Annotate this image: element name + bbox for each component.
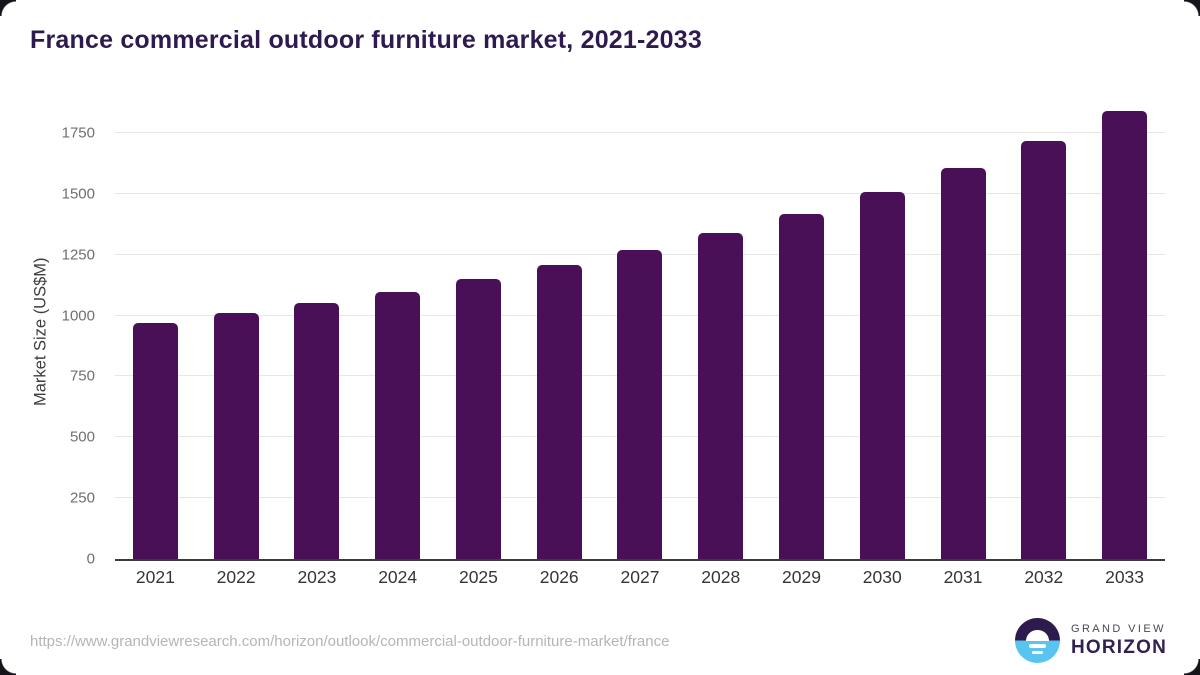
x-tick-label-2024: 2024 xyxy=(378,567,418,587)
bar-2027 xyxy=(617,249,663,559)
bar-slot-2022 xyxy=(196,104,277,559)
bar-2028 xyxy=(698,232,744,559)
bar-slot-2031 xyxy=(923,104,1004,559)
gridline-1500 xyxy=(115,192,1165,194)
x-tick-label-2027: 2027 xyxy=(620,567,660,587)
bar-slot-2026 xyxy=(519,104,600,559)
bar-slot-2021 xyxy=(115,104,196,559)
logo-text: GRAND VIEW HORIZON xyxy=(1070,623,1167,658)
x-tick-label-2025: 2025 xyxy=(458,567,498,587)
rounded-corner-top-left xyxy=(0,0,16,16)
chart-title: France commercial outdoor furniture mark… xyxy=(30,26,702,54)
x-tick-label-2031: 2031 xyxy=(943,567,983,587)
bar-slot-2025 xyxy=(438,104,519,559)
bar-2023 xyxy=(294,303,340,559)
y-tick-label-1500: 1500 xyxy=(61,185,95,203)
y-tick-label-0: 0 xyxy=(86,550,95,568)
y-tick-label-750: 750 xyxy=(69,367,95,385)
bar-2024 xyxy=(375,291,421,559)
bar-2030 xyxy=(859,192,905,559)
bar-2026 xyxy=(536,265,582,559)
bar-slot-2023 xyxy=(277,104,358,559)
bar-2022 xyxy=(213,313,259,559)
bar-2025 xyxy=(455,278,501,559)
x-tick-label-2030: 2030 xyxy=(862,567,902,587)
bar-slot-2027 xyxy=(600,104,681,559)
bar-2032 xyxy=(1021,141,1067,559)
brand-logo: GRAND VIEW HORIZON xyxy=(1014,618,1167,663)
rounded-corner-bottom-left xyxy=(0,659,16,675)
x-tick-label-2022: 2022 xyxy=(216,567,256,587)
sun-reflection-line-1 xyxy=(1028,644,1046,648)
y-tick-label-250: 250 xyxy=(69,489,95,507)
bar-slot-2033 xyxy=(1084,104,1165,559)
y-tick-label-1750: 1750 xyxy=(61,124,95,142)
rounded-corner-top-right xyxy=(1184,0,1200,16)
logo-brand-name: GRAND VIEW xyxy=(1070,623,1166,635)
bar-slot-2028 xyxy=(680,104,761,559)
y-tick-label-1250: 1250 xyxy=(61,246,95,264)
bars-row xyxy=(115,104,1165,559)
sun-dome-shape xyxy=(1025,629,1049,641)
bar-slot-2030 xyxy=(842,104,923,559)
bar-slot-2032 xyxy=(1003,104,1084,559)
x-axis-tick-labels: 2021 2022 2023 2024 2025 2026 2027 2028 2029 2030… xyxy=(115,567,1165,588)
bar-slot-2024 xyxy=(357,104,438,559)
bar-2031 xyxy=(940,168,986,559)
gridline-1750 xyxy=(115,131,1165,133)
bar-2021 xyxy=(132,322,178,559)
plot-area xyxy=(115,104,1165,561)
source-url: https://www.grandviewresearch.com/horizo… xyxy=(30,633,670,650)
bar-slot-2029 xyxy=(761,104,842,559)
x-tick-label-2023: 2023 xyxy=(297,567,337,587)
x-tick-label-2026: 2026 xyxy=(539,567,579,587)
y-tick-label-1000: 1000 xyxy=(61,307,95,325)
x-tick-label-2029: 2029 xyxy=(782,567,821,587)
y-axis-tick-labels: 0 250 500 750 1000 1250 1500 1750 xyxy=(0,104,105,567)
y-tick-label-500: 500 xyxy=(69,428,95,446)
x-tick-label-2032: 2032 xyxy=(1024,567,1064,587)
bar-2029 xyxy=(779,213,824,559)
bar-2033 xyxy=(1102,111,1148,559)
x-tick-label-2033: 2033 xyxy=(1105,567,1145,587)
sun-reflection-line-2 xyxy=(1031,650,1043,654)
rounded-corner-bottom-right xyxy=(1184,659,1200,675)
x-tick-label-2021: 2021 xyxy=(135,567,175,587)
horizon-sun-icon xyxy=(1014,618,1060,663)
logo-product-name: HORIZON xyxy=(1070,637,1167,658)
x-tick-label-2028: 2028 xyxy=(701,567,741,587)
